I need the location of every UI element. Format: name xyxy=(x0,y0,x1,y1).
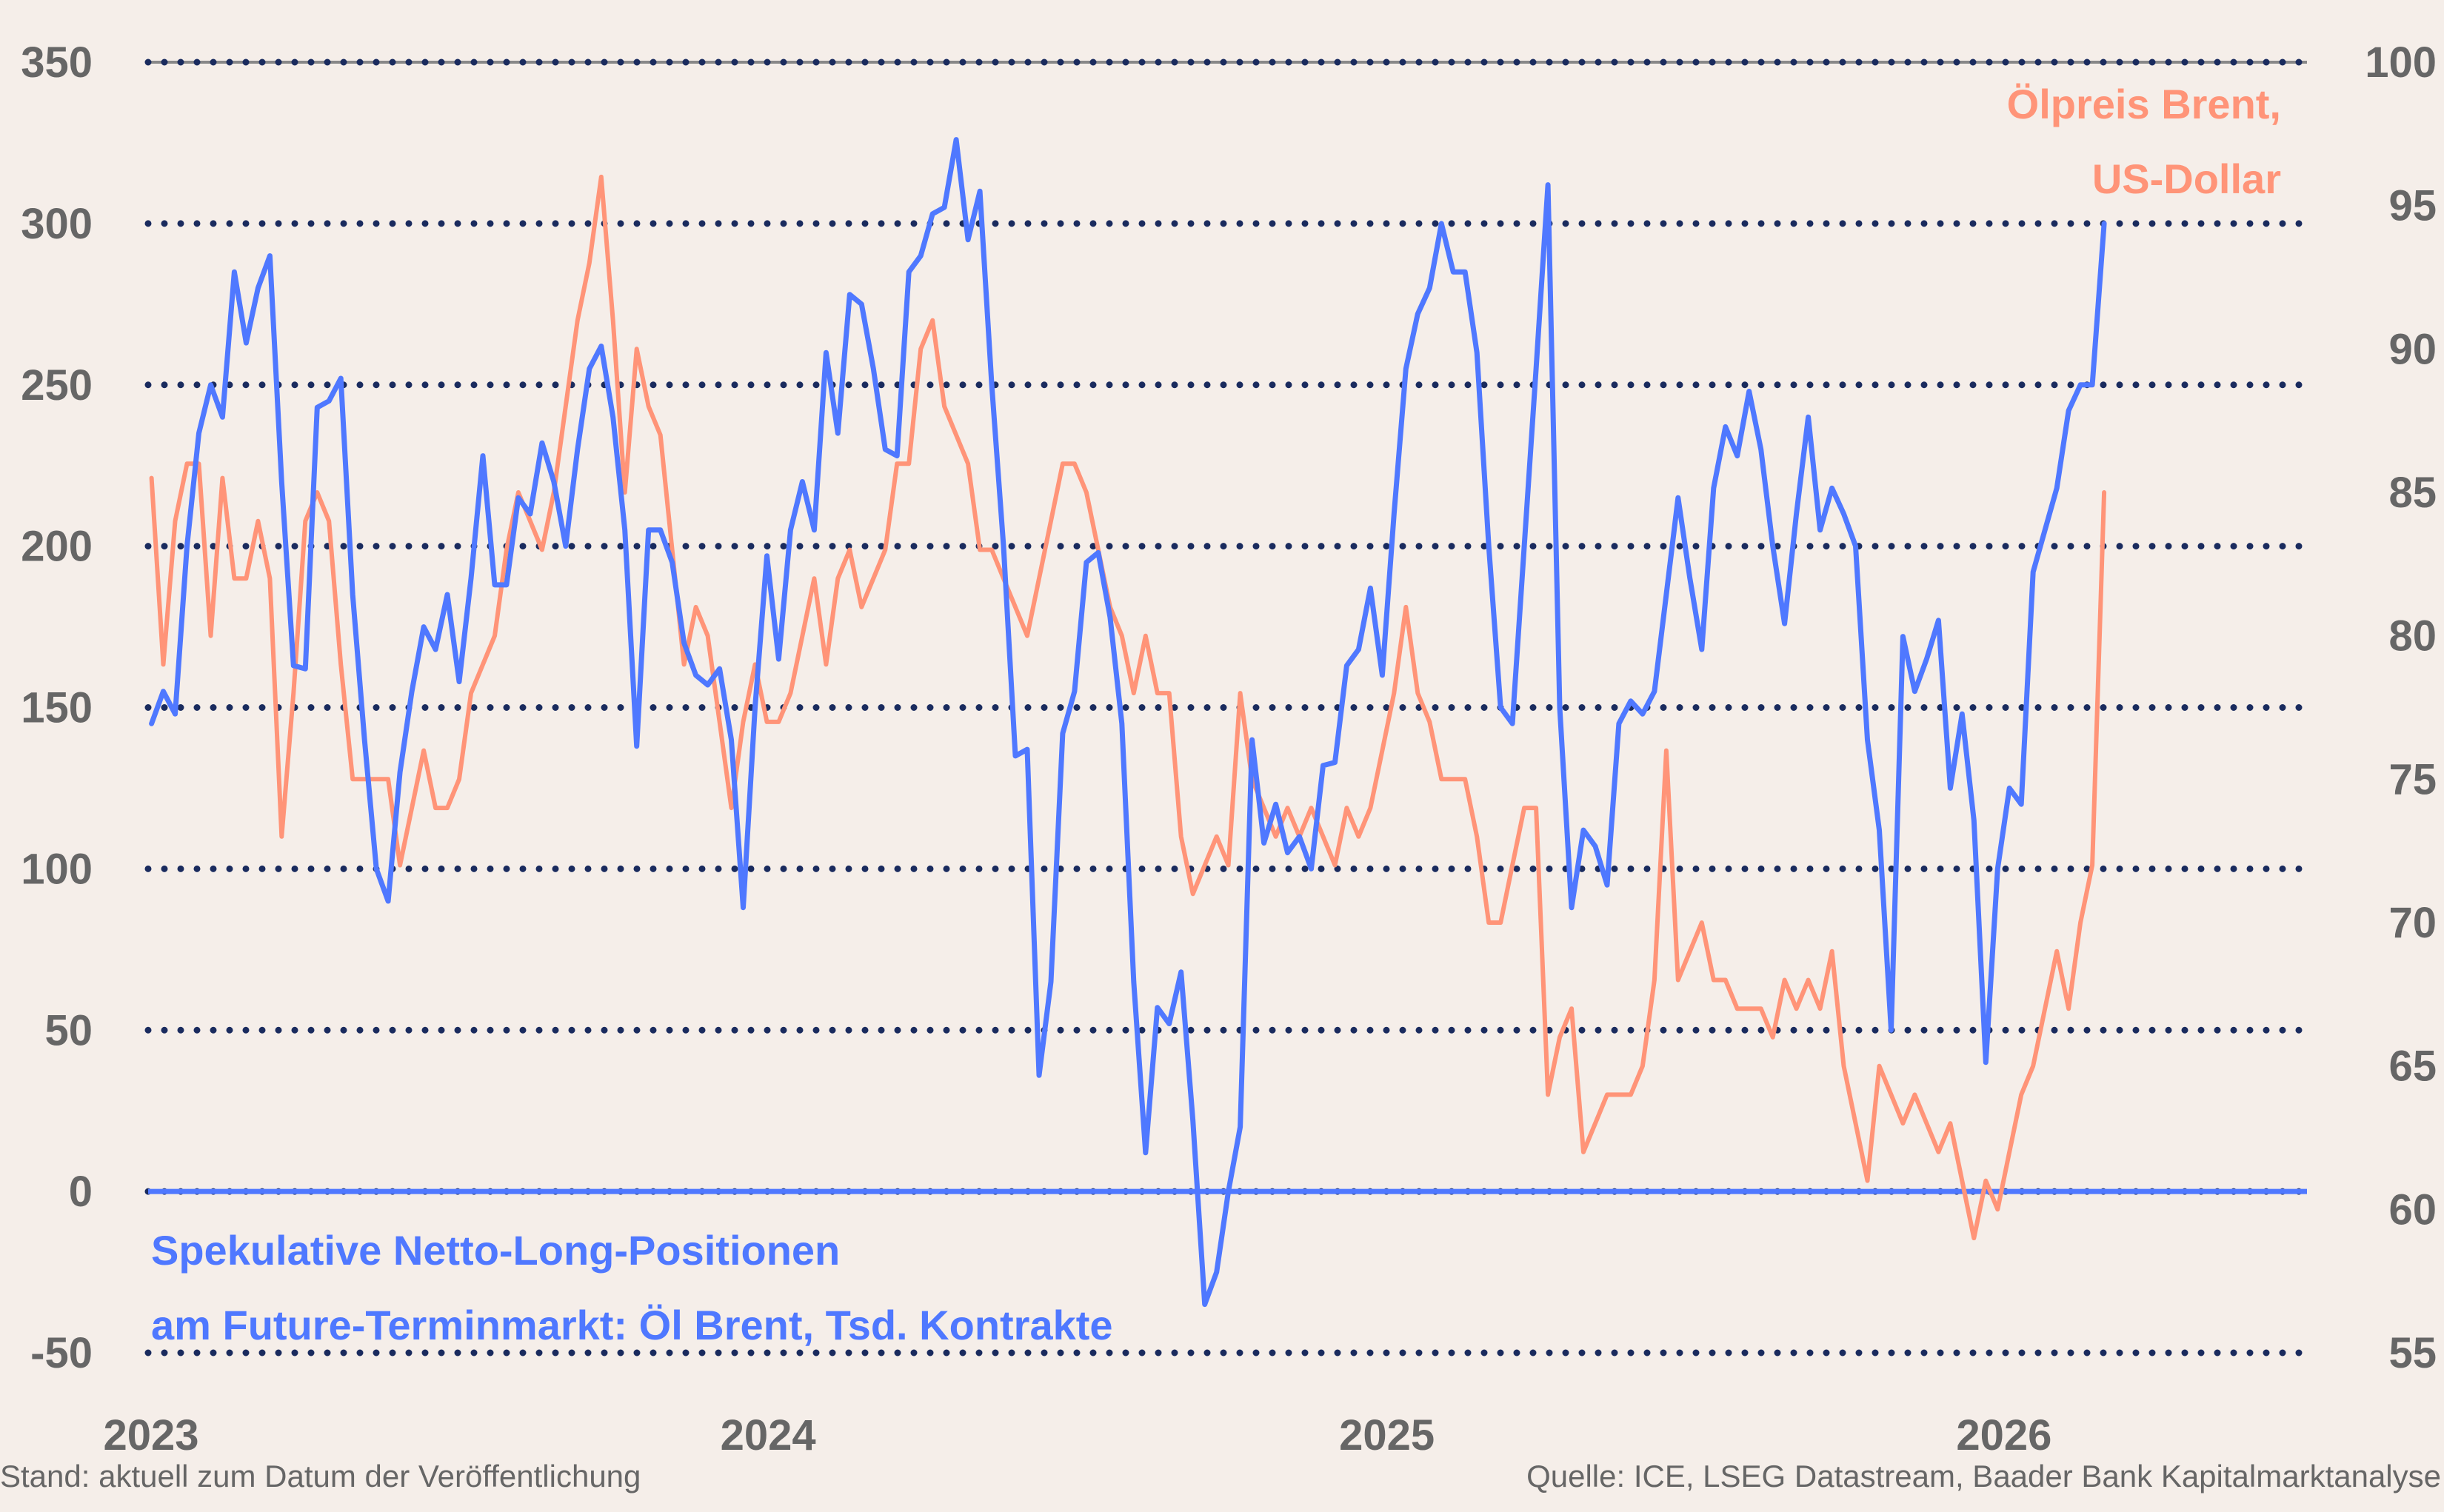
series-line-net-long-positions xyxy=(149,137,2107,1308)
series-label-brent-line1: Ölpreis Brent, xyxy=(2007,81,2281,127)
x-tick-label: 2024 xyxy=(721,1411,816,1459)
right-tick-label: 55 xyxy=(2388,1329,2437,1377)
right-axis-ticks: 100 95 90 85 80 75 70 65 60 55 xyxy=(2365,39,2437,1377)
left-tick-label: 0 xyxy=(69,1168,93,1216)
right-tick-label: 95 xyxy=(2388,182,2437,230)
left-tick-label: 100 xyxy=(21,845,93,893)
left-tick-label: 50 xyxy=(44,1006,93,1054)
left-tick-label: -50 xyxy=(30,1329,93,1377)
x-axis-ticks: 2023 2024 2025 2026 xyxy=(103,1411,2051,1459)
series-label-brent-line2: US-Dollar xyxy=(2092,155,2281,202)
right-tick-label: 100 xyxy=(2365,39,2437,87)
x-tick-label: 2023 xyxy=(103,1411,198,1459)
left-tick-label: 250 xyxy=(21,361,93,409)
series-label-positions-line1: Spekulative Netto-Long-Positionen xyxy=(151,1227,840,1274)
right-tick-label: 80 xyxy=(2388,612,2437,660)
right-tick-label: 85 xyxy=(2388,469,2437,517)
series-lines xyxy=(149,137,2107,1308)
left-tick-label: 200 xyxy=(21,523,93,571)
right-tick-label: 70 xyxy=(2388,899,2437,947)
right-tick-label: 60 xyxy=(2388,1185,2437,1234)
left-tick-label: 150 xyxy=(21,684,93,732)
left-tick-label: 350 xyxy=(21,39,93,87)
series-label-positions-line2: am Future-Terminmarkt: Öl Brent, Tsd. Ko… xyxy=(151,1302,1113,1348)
footer-source: Quelle: ICE, LSEG Datastream, Baader Ban… xyxy=(1526,1459,2441,1493)
right-tick-label: 90 xyxy=(2388,325,2437,373)
series-line-brent-price xyxy=(149,174,2107,1241)
gridlines xyxy=(144,58,2311,1357)
x-tick-label: 2025 xyxy=(1339,1411,1435,1459)
right-tick-label: 75 xyxy=(2388,755,2437,803)
footer-stand: Stand: aktuell zum Datum der Veröffentli… xyxy=(0,1459,641,1493)
x-tick-label: 2026 xyxy=(1956,1411,2051,1459)
left-tick-label: 300 xyxy=(21,200,93,248)
right-tick-label: 65 xyxy=(2388,1043,2437,1091)
left-axis-ticks: 350 300 250 200 150 100 50 0 -50 xyxy=(21,39,93,1377)
